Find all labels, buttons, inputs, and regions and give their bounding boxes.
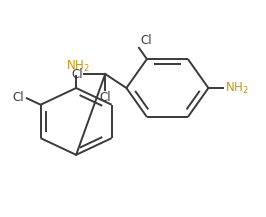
Text: Cl: Cl — [140, 34, 152, 47]
Text: Cl: Cl — [71, 67, 83, 81]
Text: Cl: Cl — [99, 91, 111, 104]
Text: NH$_2$: NH$_2$ — [65, 59, 89, 74]
Text: Cl: Cl — [13, 91, 24, 104]
Text: NH$_2$: NH$_2$ — [225, 81, 249, 95]
